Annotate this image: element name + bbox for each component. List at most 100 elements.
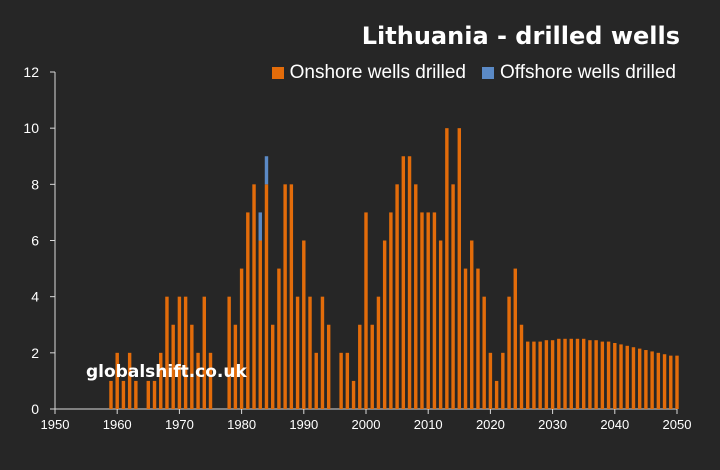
- watermark: globalshift.co.uk: [86, 362, 247, 382]
- x-tick-label: 2010: [414, 417, 443, 432]
- onshore-bar: [675, 355, 679, 409]
- onshore-bar: [308, 296, 312, 409]
- onshore-bar: [451, 184, 455, 409]
- onshore-bar: [476, 268, 480, 409]
- onshore-bar: [190, 324, 194, 409]
- x-tick-label: 2030: [538, 417, 567, 432]
- onshore-bar: [637, 348, 642, 409]
- onshore-bar: [438, 240, 443, 409]
- onshore-bar: [115, 352, 119, 409]
- onshore-bar: [526, 341, 530, 409]
- onshore-bar: [295, 296, 300, 409]
- onshore-bar: [501, 352, 505, 409]
- y-tick-label: 10: [23, 120, 39, 136]
- onshore-bar: [320, 296, 325, 409]
- x-tick-label: 1960: [103, 417, 132, 432]
- onshore-bar: [420, 212, 424, 409]
- y-tick-label: 6: [31, 233, 39, 249]
- onshore-bar: [208, 352, 213, 409]
- onshore-bar: [364, 212, 368, 409]
- onshore-bar: [339, 352, 343, 409]
- onshore-bar: [563, 338, 567, 409]
- onshore-bar: [507, 296, 511, 409]
- onshore-bar: [127, 352, 132, 409]
- onshore-bar: [538, 341, 542, 409]
- onshore-bar: [650, 351, 654, 409]
- onshore-bar: [432, 212, 437, 409]
- onshore-bar: [662, 354, 667, 409]
- onshore-bar: [389, 212, 393, 409]
- y-tick-label: 2: [31, 345, 39, 361]
- onshore-bar: [669, 355, 673, 409]
- x-tick-label: 2040: [600, 417, 629, 432]
- onshore-bar: [258, 240, 262, 409]
- onshore-bar: [314, 352, 318, 409]
- onshore-bar: [165, 296, 169, 409]
- legend-label-onshore: Onshore wells drilled: [289, 62, 466, 83]
- onshore-bar: [644, 350, 648, 409]
- onshore-bar: [358, 324, 362, 409]
- onshore-bar: [557, 338, 561, 409]
- onshore-bar: [109, 380, 113, 409]
- onshore-bar: [401, 156, 406, 409]
- onshore-bar: [544, 340, 549, 409]
- onshore-bar: [227, 296, 231, 409]
- legend: Onshore wells drilled Offshore wells dri…: [271, 62, 676, 84]
- chart-title: Lithuania - drilled wells: [361, 22, 680, 50]
- onshore-bar: [482, 296, 486, 409]
- onshore-bar: [631, 347, 636, 409]
- onshore-bar: [613, 343, 617, 409]
- onshore-bar: [277, 268, 281, 409]
- onshore-bar: [407, 156, 412, 409]
- x-tick-label: 1950: [41, 417, 70, 432]
- onshore-bar: [395, 184, 399, 409]
- onshore-bar: [270, 324, 275, 409]
- onshore-bar: [382, 240, 387, 409]
- onshore-bar: [656, 352, 661, 409]
- onshore-bar: [619, 344, 623, 409]
- legend-label-offshore: Offshore wells drilled: [499, 62, 676, 83]
- onshore-bar: [457, 128, 462, 409]
- y-tick-label: 12: [23, 64, 39, 80]
- y-tick-label: 4: [31, 289, 39, 305]
- onshore-bar: [532, 341, 536, 409]
- onshore-bar: [134, 380, 138, 409]
- x-tick-label: 1970: [165, 417, 194, 432]
- onshore-bar: [581, 338, 586, 409]
- x-tick-label: 2000: [352, 417, 381, 432]
- legend-swatch-onshore: [271, 67, 284, 79]
- onshore-bar: [625, 345, 629, 409]
- onshore-bar: [264, 184, 269, 409]
- onshore-bar: [152, 380, 157, 409]
- onshore-bar: [569, 338, 573, 409]
- onshore-bar: [414, 184, 418, 409]
- onshore-bar: [594, 340, 598, 409]
- onshore-bar: [488, 352, 493, 409]
- onshore-bar: [289, 184, 294, 409]
- onshore-bar: [426, 212, 430, 409]
- onshore-bar: [196, 352, 200, 409]
- onshore-bar: [351, 380, 356, 409]
- onshore-bar: [470, 240, 474, 409]
- onshore-bar: [177, 296, 182, 409]
- onshore-bar: [513, 268, 517, 409]
- onshore-bar: [159, 352, 163, 409]
- onshore-bar: [183, 296, 188, 409]
- x-tick-label: 2020: [476, 417, 505, 432]
- onshore-bar: [463, 268, 468, 409]
- onshore-bar: [146, 380, 151, 409]
- legend-item-onshore: Onshore wells drilled: [271, 62, 466, 84]
- offshore-bar: [264, 156, 269, 185]
- onshore-bar: [239, 268, 244, 409]
- onshore-bar: [345, 352, 350, 409]
- x-tick-label: 2050: [663, 417, 692, 432]
- offshore-bar: [258, 212, 262, 241]
- onshore-bar: [202, 296, 206, 409]
- onshore-bar: [575, 338, 580, 409]
- onshore-bar: [445, 128, 449, 409]
- onshore-bar: [252, 184, 256, 409]
- onshore-bar: [121, 380, 126, 409]
- x-tick-label: 1990: [289, 417, 318, 432]
- onshore-bar: [588, 340, 592, 409]
